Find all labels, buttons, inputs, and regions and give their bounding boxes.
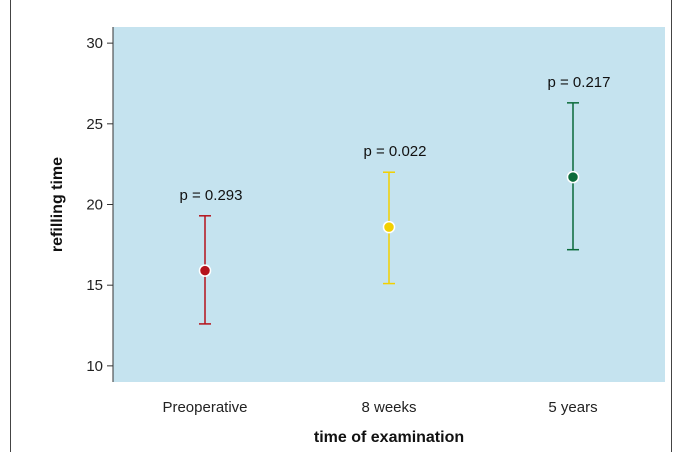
p-value-label: p = 0.022 [364,143,427,160]
error-bar-point: p = 0.022 [364,143,427,285]
y-tick-label: 25 [86,116,103,133]
x-tick-label: 8 weeks [361,399,416,416]
y-tick-label: 10 [86,358,103,375]
p-value-label: p = 0.217 [548,74,611,91]
p-value-label: p = 0.293 [180,187,243,204]
y-axis: 10 15 20 25 30 [86,35,113,375]
series-group: p = 0.293 p = 0.022 p = 0.217 [180,74,611,325]
x-axis: Preoperative 8 weeks 5 years [162,399,597,416]
figure-frame [10,0,672,452]
x-axis-title: time of examination [314,429,464,446]
mean-marker [566,170,580,184]
mean-marker [382,220,396,234]
x-tick-label: Preoperative [162,399,247,416]
x-tick-label: 5 years [548,399,597,416]
error-bar-point: p = 0.293 [180,187,243,325]
y-tick-label: 15 [86,277,103,294]
y-tick-label: 30 [86,35,103,52]
mean-marker [198,264,212,277]
error-bar-point: p = 0.217 [548,74,611,251]
y-tick-label: 20 [86,197,103,214]
y-axis-title: refilling time [49,157,66,252]
